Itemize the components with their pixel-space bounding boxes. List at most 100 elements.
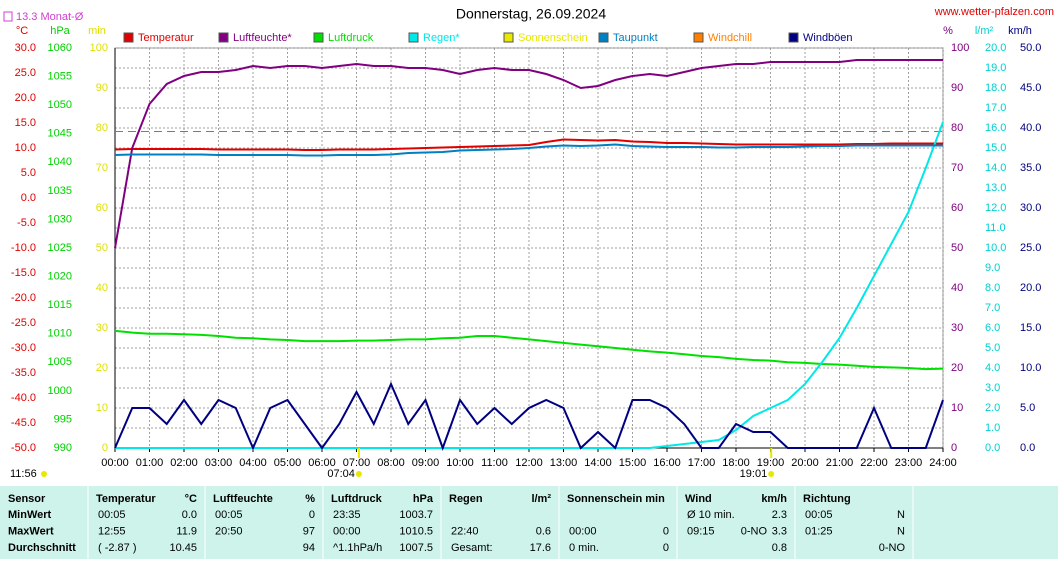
y-tick-label: 5.0 [1020, 402, 1035, 414]
legend-swatch [123, 32, 134, 43]
y-tick-label: 1055 [48, 70, 72, 82]
cell-value: 1007.5 [399, 542, 433, 554]
y-tick-label: 15.0 [1020, 322, 1041, 334]
y-tick-label: 45.0 [1020, 82, 1041, 94]
table-header: Regen [449, 493, 483, 505]
cell-text: 20:50 [215, 525, 243, 537]
y-tick-label: 80 [96, 122, 108, 134]
y-tick-label: 10.0 [15, 142, 36, 154]
series-line [114, 381, 944, 451]
cell-text: 00:00 [333, 525, 361, 537]
legend-label: Regen* [423, 32, 460, 44]
y-tick-label: 80 [951, 122, 963, 134]
x-tick-label: 08:00 [377, 457, 405, 469]
y-tick-label: 20.0 [1020, 282, 1041, 294]
table-header: Richtung [803, 493, 851, 505]
cell-value: 10.45 [169, 542, 197, 554]
y-tick-label: 17.0 [985, 102, 1006, 114]
y-tick-label: 0 [102, 442, 108, 454]
x-tick-label: 18:00 [722, 457, 750, 469]
cell-value: 2.3 [772, 509, 787, 521]
sun-icon [355, 471, 362, 477]
y-tick-label: 100 [951, 42, 969, 54]
table-header: Luftdruck [331, 493, 383, 505]
cell-value: 1010.5 [399, 525, 433, 537]
x-tick-label: 09:00 [412, 457, 440, 469]
y-tick-label: 5.0 [21, 167, 36, 179]
y-tick-label: 40.0 [1020, 122, 1041, 134]
y-tick-label: -45.0 [11, 417, 36, 429]
table-header: Temperatur [96, 493, 156, 505]
y-tick-label: 20.0 [985, 42, 1006, 54]
y-tick-label: 15.0 [985, 142, 1006, 154]
table-header: Luftfeuchte [213, 493, 273, 505]
y-tick-label: 20 [96, 362, 108, 374]
y-tick-label: -20.0 [11, 292, 36, 304]
legend-label: Temperatur [138, 32, 194, 44]
y-tick-label: 20 [951, 362, 963, 374]
cell-value: N [897, 509, 905, 521]
y-tick-label: 11.0 [985, 222, 1006, 234]
reference-label: 13.3 Monat-Ø [16, 11, 84, 23]
cell-text: 22:40 [451, 525, 479, 537]
y-tick-label: 16.0 [985, 122, 1006, 134]
cell-value: 94 [303, 542, 315, 554]
x-tick-label: 21:00 [826, 457, 854, 469]
legend-swatch [788, 32, 799, 43]
cell-value: 0 [663, 525, 669, 537]
x-tick-label: 16:00 [653, 457, 681, 469]
y-tick-label: 990 [54, 442, 72, 454]
x-tick-label: 05:00 [274, 457, 302, 469]
x-tick-label: 02:00 [170, 457, 198, 469]
y-tick-label: 90 [951, 82, 963, 94]
y-tick-label: 1050 [48, 99, 72, 111]
y-tick-label: 18.0 [985, 82, 1006, 94]
x-tick-label: 10:00 [446, 457, 474, 469]
y-tick-label: 50 [951, 242, 963, 254]
row-label: Durchschnitt [8, 542, 76, 554]
axis-unit: % [943, 25, 953, 37]
x-tick-label: 14:00 [584, 457, 612, 469]
y-tick-label: 30 [951, 322, 963, 334]
cell-text: 0 min. [569, 542, 599, 554]
table-unit: % [305, 493, 315, 505]
axis-unit: l/m² [975, 25, 994, 37]
axis-unit: min [88, 25, 106, 37]
cell-text: 12:55 [98, 525, 126, 537]
axis-unit: km/h [1008, 25, 1032, 37]
y-tick-label: 50.0 [1020, 42, 1041, 54]
y-tick-label: 40 [951, 282, 963, 294]
legend-swatch [408, 32, 419, 43]
y-tick-label: -50.0 [11, 442, 36, 454]
x-tick-label: 19:00 [757, 457, 785, 469]
y-tick-label: -30.0 [11, 342, 36, 354]
y-tick-label: 2.0 [985, 402, 1000, 414]
table-unit: °C [185, 493, 197, 505]
y-tick-label: 1015 [48, 299, 72, 311]
cell-text: Gesamt: [451, 542, 493, 554]
table-unit: l/m² [531, 493, 551, 505]
cell-value: 17.6 [530, 542, 551, 554]
y-tick-label: 995 [54, 413, 72, 425]
legend-swatch [693, 32, 704, 43]
row-label: MinWert [8, 509, 52, 521]
x-tick-label: 20:00 [791, 457, 819, 469]
y-tick-label: -15.0 [11, 267, 36, 279]
sunshine-duration: 11:56 [10, 468, 37, 480]
y-tick-label: 1025 [48, 242, 72, 254]
legend-label: Luftdruck [328, 32, 374, 44]
y-tick-label: 35.0 [1020, 162, 1041, 174]
y-tick-label: 13.0 [985, 182, 1006, 194]
y-tick-label: -40.0 [11, 392, 36, 404]
series-line [114, 59, 943, 249]
cell-value: 3.3 [772, 525, 787, 537]
y-tick-label: 40 [96, 282, 108, 294]
cell-value: 1003.7 [399, 509, 433, 521]
y-tick-label: 30 [96, 322, 108, 334]
cell-value: 0 [663, 542, 669, 554]
cell-value: N [897, 525, 905, 537]
sun-icon [41, 471, 47, 477]
cell-text: ^1.1hPa/h [333, 542, 382, 554]
legend-label: Windböen [803, 32, 853, 44]
cell-value: 0.6 [536, 525, 551, 537]
